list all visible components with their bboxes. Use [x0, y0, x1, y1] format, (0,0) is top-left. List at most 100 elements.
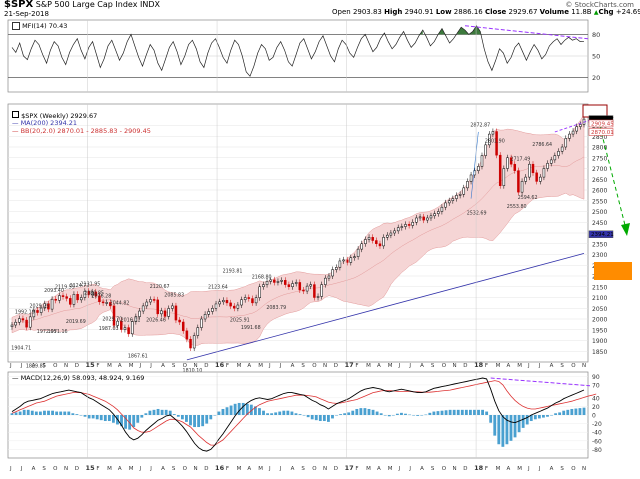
candle	[116, 320, 119, 326]
candle	[79, 297, 83, 301]
macd-histogram-bar	[10, 413, 14, 415]
candle	[127, 327, 130, 335]
price-annotation: 2080.85	[84, 291, 104, 297]
price-tick-label: 2450	[592, 220, 607, 227]
candle	[477, 166, 480, 171]
candle	[309, 284, 313, 287]
macd-histogram-bar	[509, 415, 513, 441]
candle	[251, 298, 254, 304]
x-axis: JJJJAASSOONNDD1515FFMMAAMMJJJJAASSOONNDD…	[9, 20, 586, 472]
candle	[429, 215, 433, 219]
x-tick-label: J	[268, 466, 271, 472]
candle	[458, 194, 462, 196]
price-annotation: 1810.10	[183, 368, 203, 374]
candle	[393, 230, 396, 234]
macd-histogram-bar	[424, 414, 428, 416]
x-tick-label: F	[485, 466, 488, 472]
candle	[546, 163, 549, 169]
x-tick-label: J	[139, 363, 142, 369]
x-tick-label: O	[312, 363, 317, 369]
macd-histogram-bar	[355, 408, 359, 415]
macd-histogram-bar	[582, 407, 586, 415]
price-tick-label: 2150	[592, 284, 607, 291]
candle	[123, 327, 127, 330]
x-tick-label: J	[408, 466, 411, 472]
x-tick-label: S	[301, 363, 305, 369]
macd-tick-label: -40	[592, 430, 602, 437]
macd-histogram-bar	[172, 414, 176, 415]
macd-histogram-bar	[67, 411, 71, 415]
price-tick-label: 2600	[592, 188, 607, 195]
price-annotation: 2076.28	[91, 294, 111, 300]
x-tick-label: M	[258, 466, 263, 472]
candle	[61, 295, 65, 297]
chg-arrow-icon: ▲	[593, 9, 599, 16]
macd-tick-label: 90	[592, 374, 600, 381]
candle	[185, 330, 189, 340]
candle	[469, 174, 473, 182]
mfi-panel: 80 50 20	[7, 19, 600, 93]
macd-histogram-bar	[298, 414, 302, 415]
price-annotation: 2532.69	[467, 210, 487, 216]
candle	[509, 157, 513, 165]
projection-arrow-head	[621, 223, 630, 236]
macd-histogram-bar	[550, 415, 553, 416]
candle	[178, 319, 181, 323]
macd-histogram-bar	[136, 415, 140, 423]
macd-histogram-bar	[107, 415, 111, 422]
candle	[386, 234, 389, 238]
candle	[389, 232, 393, 236]
mfi-overbought-fill	[457, 25, 481, 35]
candle	[404, 224, 407, 227]
x-tick-label: M	[366, 363, 371, 369]
candle	[549, 159, 553, 164]
price-annotation: 1972.05	[37, 329, 57, 335]
price-annotation: 2119.59	[55, 284, 75, 290]
x-tick-label: N	[323, 363, 327, 369]
price-annotation: 2025.91	[230, 317, 250, 323]
x-tick-label: 15	[86, 361, 96, 369]
candle	[294, 282, 298, 284]
candle	[331, 269, 334, 277]
macd-histogram-bar	[63, 411, 67, 415]
price-tick-label: 2000	[592, 317, 607, 324]
x-tick-label: N	[323, 466, 327, 472]
macd-histogram-bar	[493, 415, 497, 436]
candle	[488, 133, 491, 146]
macd-histogram-bar	[225, 407, 229, 415]
x-tick-label: M	[517, 466, 522, 472]
candle	[498, 154, 502, 186]
candle	[491, 131, 495, 135]
volume-value: 11.8B	[571, 8, 592, 16]
price-annotation: 2083.79	[266, 305, 286, 311]
open-value: 2903.83	[352, 8, 382, 16]
x-tick-label: J	[139, 466, 142, 472]
candle	[542, 168, 546, 178]
candle	[269, 279, 272, 282]
macd-histogram-bar	[294, 413, 298, 415]
price-annotation: 2553.80	[507, 204, 527, 210]
candle	[243, 297, 247, 300]
candle	[130, 321, 134, 335]
x-tick-label: 16	[215, 464, 225, 472]
candle	[371, 237, 374, 241]
macd-tick-label: -80	[592, 447, 602, 454]
macd-histogram-bar	[18, 411, 22, 415]
macd-histogram-bar	[156, 408, 160, 415]
x-tick-label: D	[204, 363, 208, 369]
x-tick-label: A	[247, 363, 251, 369]
candle	[462, 187, 466, 195]
mfi-tick-label: 20	[592, 74, 600, 82]
mfi-overbought-fill	[438, 28, 446, 36]
close-value: 2929.67	[508, 8, 538, 16]
macd-histogram-bar	[537, 415, 541, 419]
candle	[163, 310, 167, 317]
rising-wedge-line	[554, 119, 591, 133]
x-tick-label: S	[431, 363, 435, 369]
x-tick-label: M	[388, 466, 393, 472]
x-tick-label: A	[247, 466, 251, 472]
price-tick-label: 1900	[592, 338, 607, 345]
macd-histogram-bar	[379, 413, 383, 415]
